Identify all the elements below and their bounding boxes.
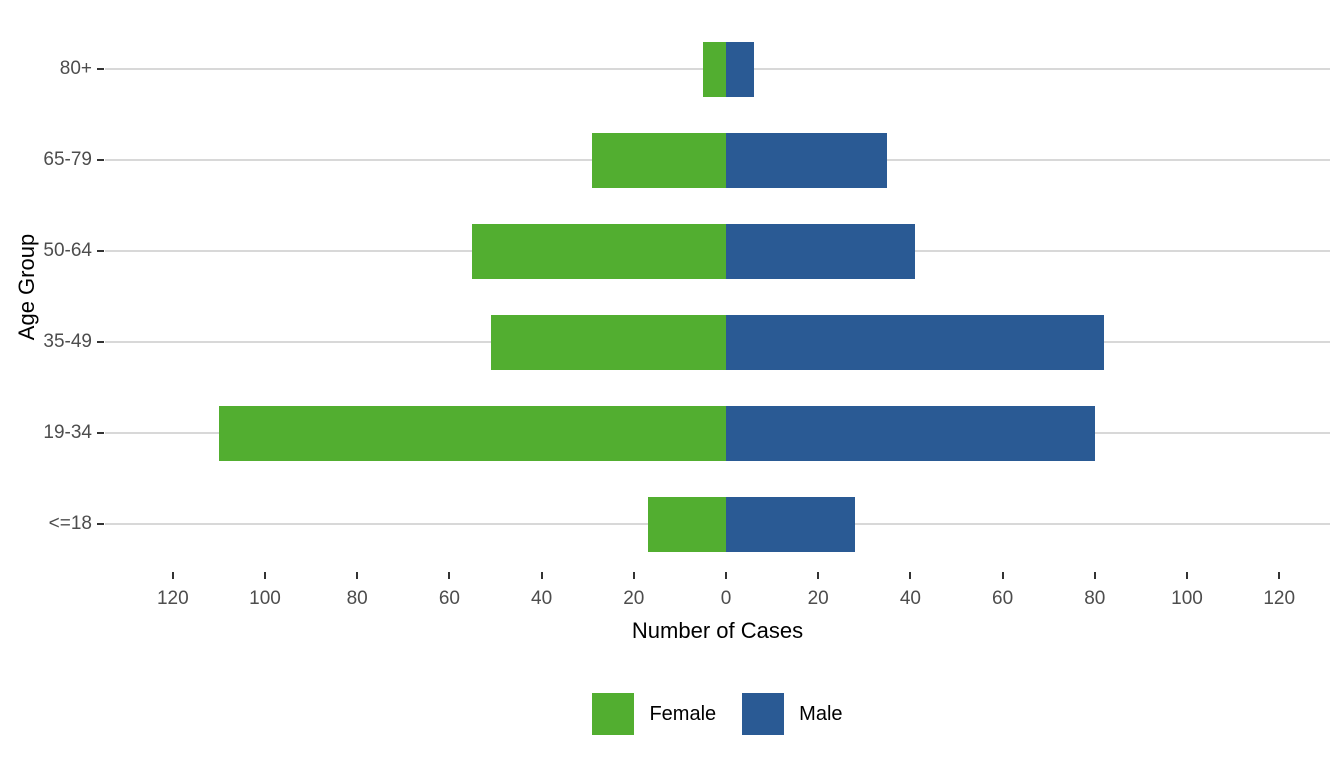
x-tick-label-40-8: 40 — [899, 588, 921, 609]
x-tick-80-2 — [356, 572, 359, 579]
x-tick-60-9 — [1001, 572, 1004, 579]
x-tick-40-8 — [909, 572, 912, 579]
x-tick-80-10 — [1093, 572, 1096, 579]
x-tick-60-3 — [448, 572, 451, 579]
x-tick-120-12 — [1278, 572, 1281, 579]
y-tick-label-19-34: 19-34 — [43, 422, 92, 443]
legend-label-female: Female — [649, 702, 717, 725]
y-tick-label-<=18: <=18 — [48, 513, 92, 534]
y-tick-<=18 — [97, 523, 104, 525]
y-tick-35-49 — [97, 341, 104, 343]
legend-item-male: Male — [742, 693, 843, 735]
y-tick-50-64 — [97, 250, 104, 252]
bar-male-19-34 — [726, 405, 1095, 461]
x-tick-label-60-3: 60 — [438, 588, 460, 609]
x-tick-20-7 — [817, 572, 820, 579]
x-tick-40-4 — [540, 572, 543, 579]
x-tick-100-1 — [264, 572, 266, 579]
x-tick-label-20-7: 20 — [807, 588, 829, 609]
x-tick-label-40-4: 40 — [531, 588, 553, 609]
legend: Female Male — [105, 693, 1330, 735]
legend-item-female: Female — [592, 693, 716, 735]
y-tick-label-80+: 80+ — [59, 58, 92, 79]
x-tick-20-5 — [632, 572, 635, 579]
plot-panel — [105, 15, 1330, 560]
x-tick-label-80-2: 80 — [346, 588, 368, 609]
x-tick-label-100-11: 100 — [1171, 588, 1203, 609]
bar-male-50-64 — [726, 223, 915, 279]
y-tick-19-34 — [97, 432, 104, 434]
y-tick-label-35-49: 35-49 — [43, 331, 92, 352]
bar-female-35-49 — [490, 314, 726, 370]
x-tick-label-20-5: 20 — [623, 588, 645, 609]
bar-male-35-49 — [726, 314, 1105, 370]
y-tick-label-50-64: 50-64 — [43, 240, 92, 261]
bar-female-80+ — [702, 41, 726, 97]
y-tick-label-65-79: 65-79 — [43, 149, 92, 170]
bar-female-50-64 — [472, 223, 726, 279]
x-tick-100-11 — [1186, 572, 1188, 579]
bar-male-80+ — [726, 41, 754, 97]
x-tick-label-60-9: 60 — [992, 588, 1014, 609]
bar-female-65-79 — [592, 132, 726, 188]
legend-swatch-female — [592, 693, 635, 735]
x-tick-label-100-1: 100 — [249, 588, 281, 609]
x-tick-label-80-10: 80 — [1084, 588, 1106, 609]
x-tick-0-6 — [725, 572, 727, 579]
x-tick-label-0-6: 0 — [720, 588, 732, 609]
y-tick-65-79 — [97, 159, 104, 161]
legend-swatch-male — [742, 693, 785, 735]
x-axis-title: Number of Cases — [631, 618, 804, 643]
x-tick-label-120-0: 120 — [156, 588, 189, 609]
bar-female-19-34 — [218, 405, 726, 461]
x-tick-120-0 — [171, 572, 174, 579]
legend-label-male: Male — [799, 702, 843, 725]
bar-female-<=18 — [647, 496, 726, 552]
y-tick-80+ — [97, 68, 104, 70]
bar-male-65-79 — [726, 132, 888, 188]
x-tick-label-120-12: 120 — [1263, 588, 1296, 609]
bar-male-<=18 — [726, 496, 856, 552]
